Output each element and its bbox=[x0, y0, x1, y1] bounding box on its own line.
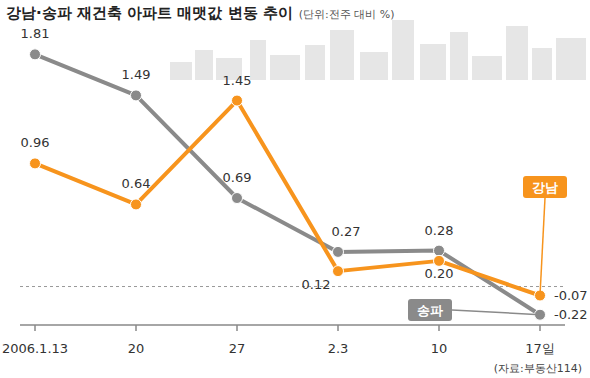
series-name: 송파 bbox=[417, 303, 443, 318]
x-tick bbox=[34, 325, 36, 331]
x-tick-label: 2.3 bbox=[328, 341, 349, 356]
series-line bbox=[35, 54, 540, 314]
data-label: -0.22 bbox=[554, 307, 588, 322]
subtitle: (단위:전주 대비 %) bbox=[299, 8, 395, 21]
building bbox=[195, 50, 213, 80]
chart-svg: 강남·송파 재건축 아파트 매맷값 변동 추이 (단위:전주 대비 %) 2006.… bbox=[0, 0, 590, 378]
building bbox=[532, 48, 552, 80]
point bbox=[131, 90, 142, 101]
tag-connector bbox=[540, 198, 545, 296]
point bbox=[232, 193, 243, 204]
data-label: 1.81 bbox=[21, 26, 50, 41]
building bbox=[170, 62, 192, 80]
data-label: 0.12 bbox=[302, 277, 331, 292]
building bbox=[556, 38, 586, 80]
building bbox=[472, 56, 502, 80]
building bbox=[420, 44, 446, 80]
data-label: 1.45 bbox=[223, 73, 252, 88]
skyline-decoration bbox=[170, 20, 586, 80]
data-label: 0.69 bbox=[223, 170, 252, 185]
data-label: 0.28 bbox=[425, 223, 454, 238]
marks bbox=[30, 49, 546, 320]
building bbox=[330, 30, 354, 80]
source: (자료:부동산114) bbox=[494, 362, 582, 375]
point bbox=[30, 158, 41, 169]
building bbox=[392, 20, 414, 80]
x-tick-label: 27 bbox=[229, 341, 246, 356]
x-tick-label: 20 bbox=[128, 341, 145, 356]
x-tick bbox=[438, 325, 440, 331]
series-tag bbox=[408, 299, 452, 321]
point bbox=[434, 245, 445, 256]
data-label: 0.27 bbox=[332, 224, 361, 239]
series-tag bbox=[523, 176, 567, 198]
x-tick-label: 17일 bbox=[525, 341, 555, 356]
building bbox=[506, 26, 528, 80]
point bbox=[232, 95, 243, 106]
point bbox=[30, 49, 41, 60]
building bbox=[270, 55, 300, 80]
point bbox=[333, 266, 344, 277]
x-tick-label: 2006.1.13 bbox=[2, 341, 68, 356]
x-tick-label: 10 bbox=[431, 341, 448, 356]
series-name: 강남 bbox=[532, 180, 558, 195]
data-label: 0.96 bbox=[21, 135, 50, 150]
series-line bbox=[35, 101, 540, 296]
x-tick bbox=[135, 325, 137, 331]
point bbox=[131, 199, 142, 210]
building bbox=[305, 45, 325, 80]
tag-connector bbox=[452, 310, 540, 315]
building bbox=[450, 32, 468, 80]
point bbox=[333, 246, 344, 257]
chart-root: 강남·송파 재건축 아파트 매맷값 변동 추이 (단위:전주 대비 %) 2006.… bbox=[0, 0, 590, 378]
x-axis-line bbox=[20, 324, 565, 326]
x-tick bbox=[337, 325, 339, 331]
point bbox=[434, 255, 445, 266]
building bbox=[360, 52, 388, 80]
title: 강남·송파 재건축 아파트 매맷값 변동 추이 bbox=[6, 4, 293, 22]
data-label: -0.07 bbox=[554, 288, 588, 303]
data-label: 0.20 bbox=[425, 266, 454, 281]
building bbox=[250, 40, 266, 80]
grid-line bbox=[20, 286, 565, 287]
x-tick bbox=[539, 325, 541, 331]
x-tick bbox=[236, 325, 238, 331]
data-label: 0.64 bbox=[122, 176, 151, 191]
data-label: 1.49 bbox=[122, 67, 151, 82]
